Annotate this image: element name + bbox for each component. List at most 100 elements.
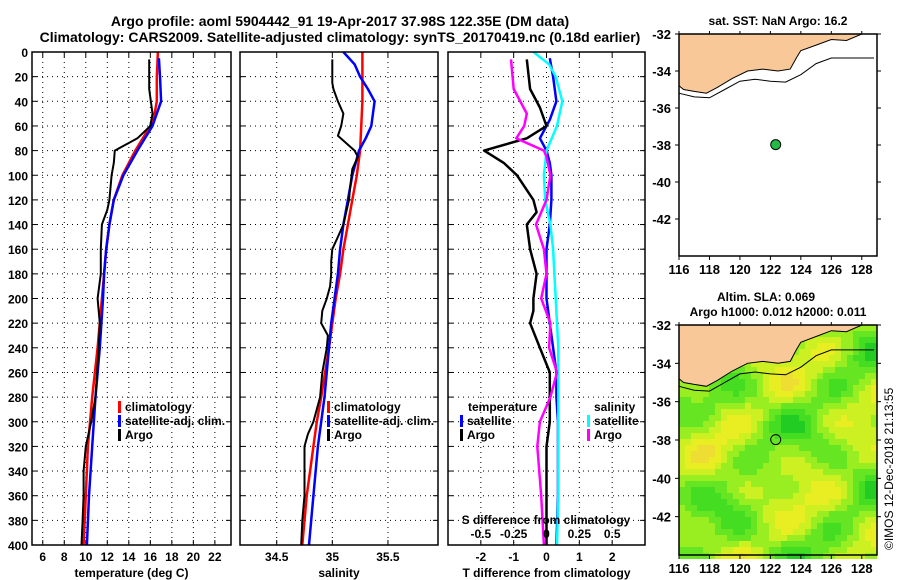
heat-cell xyxy=(709,487,715,493)
heat-cell xyxy=(787,367,793,373)
argo-location-marker xyxy=(770,139,782,151)
heat-cell xyxy=(733,439,739,445)
heat-cell xyxy=(733,409,739,415)
heat-cell xyxy=(823,361,829,367)
heat-cell xyxy=(853,493,859,499)
heat-cell xyxy=(781,499,787,505)
heat-cell xyxy=(847,463,853,469)
heat-cell xyxy=(679,511,685,517)
heat-cell xyxy=(865,553,871,559)
heat-cell xyxy=(775,439,781,445)
heat-cell xyxy=(793,433,799,439)
heat-cell xyxy=(703,403,709,409)
plot-frame xyxy=(31,51,232,546)
heat-cell xyxy=(715,481,721,487)
heat-cell xyxy=(865,463,871,469)
heat-cell xyxy=(769,511,775,517)
x-tick-label: 122 xyxy=(760,262,782,277)
heat-cell xyxy=(751,523,757,529)
heat-cell xyxy=(691,505,697,511)
heat-cell xyxy=(691,409,697,415)
heat-cell xyxy=(793,523,799,529)
heat-cell xyxy=(805,409,811,415)
heat-cell xyxy=(793,481,799,487)
heat-cell xyxy=(745,439,751,445)
heat-cell xyxy=(703,493,709,499)
heat-cell xyxy=(835,529,841,535)
heat-cell xyxy=(709,421,715,427)
heat-cell xyxy=(787,463,793,469)
heat-cell xyxy=(817,553,823,559)
heat-cell xyxy=(841,409,847,415)
x-tick-label: 10 xyxy=(79,550,93,564)
heat-cell xyxy=(727,379,733,385)
heat-cell xyxy=(745,523,751,529)
heat-cell xyxy=(835,337,841,343)
heat-cell xyxy=(775,457,781,463)
heat-cell xyxy=(727,469,733,475)
y-tick-label: 80 xyxy=(15,145,29,159)
heat-cell xyxy=(763,547,769,553)
heat-cell xyxy=(745,373,751,379)
heat-cell xyxy=(697,535,703,541)
heat-cell xyxy=(739,409,745,415)
heat-cell xyxy=(829,499,835,505)
heat-cell xyxy=(847,397,853,403)
heat-cell xyxy=(703,553,709,559)
heat-cell xyxy=(763,415,769,421)
y-tick-label: -32 xyxy=(652,27,671,42)
y-tick-label: -34 xyxy=(652,356,672,371)
heat-cell xyxy=(775,493,781,499)
map-subtitle-argo-h: Argo h1000: 0.012 h2000: 0.011 xyxy=(690,305,867,319)
heat-cell xyxy=(781,505,787,511)
heat-cell xyxy=(871,325,877,331)
heat-cell xyxy=(775,361,781,367)
x-tick-label: 126 xyxy=(820,262,842,277)
heat-cell xyxy=(727,475,733,481)
legend-group-title-salinity: salinity xyxy=(594,400,636,414)
heat-cell xyxy=(769,481,775,487)
heat-cell xyxy=(805,469,811,475)
heat-cell xyxy=(781,385,787,391)
heat-cell xyxy=(811,337,817,343)
heat-cell xyxy=(763,481,769,487)
heat-cell xyxy=(841,361,847,367)
heat-cell xyxy=(817,415,823,421)
heat-cell xyxy=(805,451,811,457)
heat-cell xyxy=(841,379,847,385)
title-line-1: Argo profile: aoml 5904442_91 19-Apr-201… xyxy=(111,13,569,29)
heat-cell xyxy=(685,403,691,409)
heat-cell xyxy=(865,523,871,529)
heat-cell xyxy=(763,421,769,427)
heat-cell xyxy=(691,529,697,535)
heat-cell xyxy=(835,397,841,403)
heat-cell xyxy=(703,451,709,457)
heat-cell xyxy=(811,553,817,559)
heat-cell xyxy=(853,433,859,439)
heat-cell xyxy=(841,529,847,535)
x-tick-label: -2 xyxy=(475,550,486,564)
heat-cell xyxy=(715,535,721,541)
heat-cell xyxy=(817,529,823,535)
x-tick-label: 20 xyxy=(187,550,201,564)
heat-cell xyxy=(733,385,739,391)
secondary-x-tick-label: -0.25 xyxy=(500,527,528,541)
heat-cell xyxy=(823,463,829,469)
heat-cell xyxy=(847,415,853,421)
heat-cell xyxy=(745,403,751,409)
heat-cell xyxy=(793,457,799,463)
heat-cell xyxy=(775,547,781,553)
heat-cell xyxy=(787,457,793,463)
heat-cell xyxy=(739,493,745,499)
heat-cell xyxy=(715,511,721,517)
heat-cell xyxy=(679,439,685,445)
heat-cell xyxy=(787,523,793,529)
x-tick-label: 124 xyxy=(790,262,812,277)
heat-cell xyxy=(745,451,751,457)
heat-cell xyxy=(847,529,853,535)
heat-cell xyxy=(847,511,853,517)
heat-cell xyxy=(697,421,703,427)
heat-cell xyxy=(775,409,781,415)
heat-cell xyxy=(715,445,721,451)
heat-cell xyxy=(853,553,859,559)
